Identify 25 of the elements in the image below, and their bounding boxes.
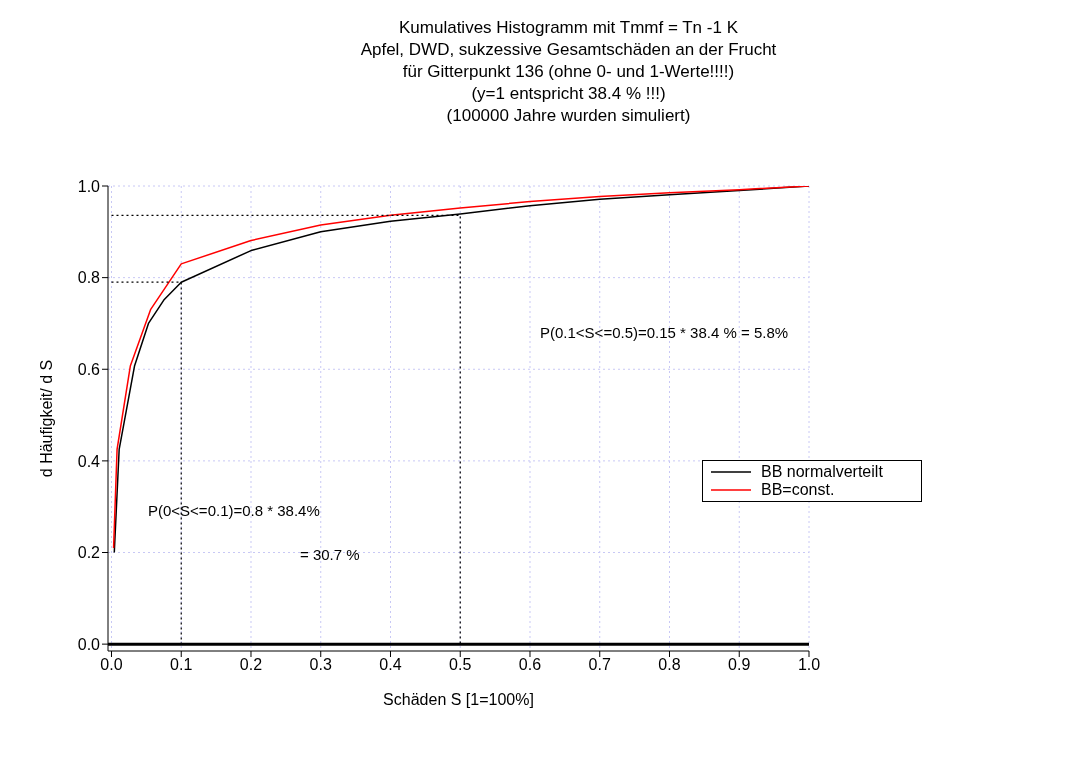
x-axis-title: Schäden S [1=100%] bbox=[383, 691, 534, 708]
x-tick-label: 0.6 bbox=[518, 656, 542, 674]
y-tick-label: 0.2 bbox=[77, 544, 101, 562]
y-tick-label: 0.0 bbox=[77, 635, 101, 653]
y-tick-label: 0.4 bbox=[77, 452, 101, 470]
chart-title: Kumulatives Histogramm mit Tmmf = Tn -1 K Apfel, DWD, sukzessive Gesamtschäden an der Frucht für Gitterpunkt 136 (ohne 0- und 1-Werte!!!!) (y=1 entspricht 38.4 % !!!) (100000 Jahre wurden simuliert) bbox=[360, 18, 777, 125]
x-tick-label: 0.9 bbox=[728, 656, 751, 674]
x-tick-label: 0.8 bbox=[658, 656, 681, 674]
x-tick-label: 0.0 bbox=[100, 656, 123, 674]
x-tick-label: 0.2 bbox=[239, 656, 263, 674]
y-tick-label: 0.6 bbox=[77, 360, 101, 378]
annotation: = 30.7 % bbox=[300, 546, 360, 563]
x-tick-label: 0.3 bbox=[309, 656, 332, 674]
legend-label: BB normalverteilt bbox=[761, 463, 883, 481]
y-axis-title: d Häufigkeit/ d S bbox=[37, 359, 55, 478]
x-tick-label: 1.0 bbox=[797, 656, 821, 674]
x-tick-label: 0.7 bbox=[588, 656, 611, 674]
annotation: P(0<S<=0.1)=0.8 * 38.4% bbox=[148, 502, 320, 519]
x-tick-label: 0.5 bbox=[449, 656, 472, 674]
x-tick-label: 0.4 bbox=[379, 656, 402, 674]
annotation: P(0.1<S<=0.5)=0.15 * 38.4 % = 5.8% bbox=[540, 324, 789, 341]
legend-label: BB=const. bbox=[761, 481, 835, 499]
x-tick-label: 0.1 bbox=[170, 656, 193, 674]
y-tick-label: 1.0 bbox=[77, 177, 101, 195]
y-tick-label: 0.8 bbox=[77, 269, 101, 287]
